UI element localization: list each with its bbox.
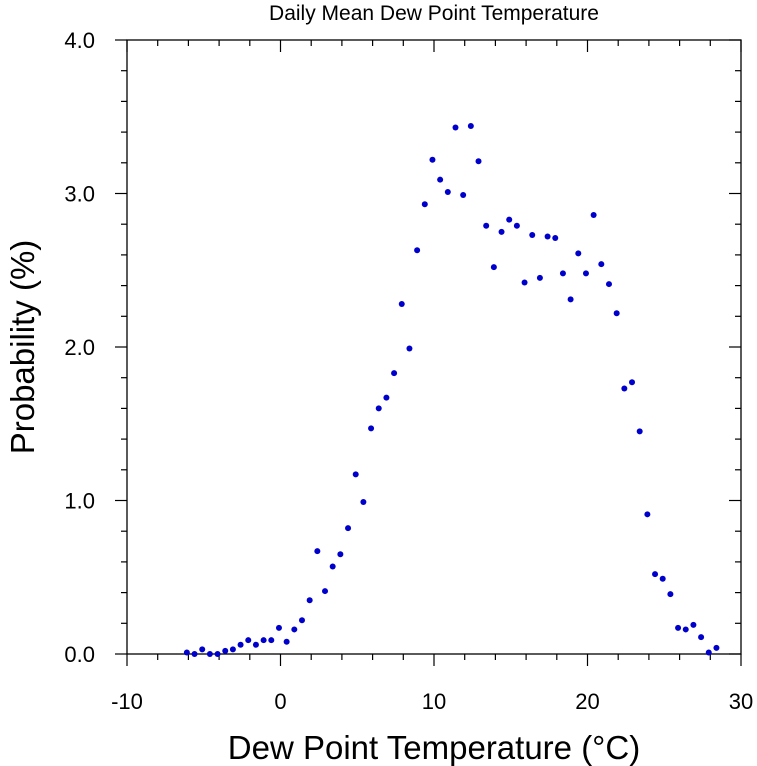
data-point	[690, 621, 697, 628]
data-point	[613, 310, 620, 317]
data-point	[452, 124, 459, 131]
y-tick-label: 3.0	[64, 182, 95, 207]
data-point	[567, 296, 574, 303]
data-point	[352, 471, 359, 478]
data-point	[275, 624, 282, 631]
data-point	[698, 634, 705, 641]
data-point	[298, 617, 305, 624]
data-point	[536, 274, 543, 281]
data-point	[582, 270, 589, 277]
data-point	[245, 637, 252, 644]
x-axis-title: Dew Point Temperature (°C)	[228, 729, 640, 766]
data-point	[513, 222, 520, 229]
data-point	[291, 626, 298, 633]
data-point	[483, 222, 490, 229]
y-tick-label: 2.0	[64, 335, 95, 360]
data-point	[575, 250, 582, 257]
data-point	[544, 233, 551, 240]
data-point	[183, 649, 190, 656]
data-point	[421, 201, 428, 208]
data-point	[705, 649, 712, 656]
data-point	[406, 345, 413, 352]
data-point	[621, 385, 628, 392]
data-point	[191, 651, 198, 657]
data-point	[214, 651, 221, 657]
data-point	[398, 301, 405, 308]
data-point	[329, 563, 336, 570]
data-point	[375, 405, 382, 412]
data-point	[429, 156, 436, 163]
data-point	[368, 425, 375, 432]
plot-frame	[126, 39, 742, 655]
data-points	[183, 122, 720, 657]
data-point	[322, 588, 329, 595]
x-tick-label: 30	[729, 689, 753, 714]
data-point	[667, 591, 674, 598]
data-point	[283, 638, 290, 645]
data-point	[552, 235, 559, 242]
y-tick-label: 4.0	[64, 28, 95, 53]
y-tick-label: 1.0	[64, 489, 95, 514]
data-point	[437, 176, 444, 183]
data-point	[460, 192, 467, 199]
data-point	[337, 551, 344, 558]
data-point	[206, 651, 213, 657]
data-point	[237, 641, 244, 648]
data-point	[222, 647, 229, 654]
y-axis-title: Probability (%)	[4, 240, 41, 455]
data-point	[444, 188, 451, 195]
data-point	[306, 597, 313, 604]
data-point	[659, 575, 666, 582]
data-point	[252, 641, 259, 648]
x-tick-label: 20	[575, 689, 599, 714]
data-point	[268, 637, 275, 644]
data-point	[229, 646, 236, 653]
axis-ticks	[115, 39, 742, 666]
data-point	[652, 571, 659, 578]
tick-labels: -10 0 10 20 30 0.0 1.0 2.0 3.0 4.0	[64, 28, 753, 714]
y-tick-label: 0.0	[64, 642, 95, 667]
data-point	[314, 548, 321, 555]
data-point	[199, 646, 206, 653]
data-point	[636, 428, 643, 435]
data-point	[360, 499, 367, 506]
data-point	[629, 379, 636, 386]
data-point	[498, 228, 505, 235]
data-point	[644, 511, 651, 518]
data-point	[506, 216, 513, 223]
data-point	[675, 624, 682, 631]
data-point	[490, 264, 497, 271]
data-point	[529, 231, 536, 238]
data-point	[559, 270, 566, 277]
x-tick-label: 10	[422, 689, 446, 714]
data-point	[260, 637, 267, 644]
data-point	[391, 370, 398, 377]
data-point	[414, 247, 421, 254]
data-point	[383, 394, 390, 401]
data-point	[467, 122, 474, 129]
chart-title: Daily Mean Dew Point Temperature	[269, 2, 599, 25]
data-point	[521, 279, 528, 286]
data-point	[475, 158, 482, 165]
x-tick-label: -10	[111, 689, 143, 714]
data-point	[682, 626, 689, 633]
data-point	[590, 211, 597, 218]
x-tick-label: 0	[274, 689, 286, 714]
data-point	[605, 281, 612, 288]
data-point	[598, 261, 605, 268]
data-point	[345, 525, 352, 532]
data-point	[713, 644, 720, 651]
